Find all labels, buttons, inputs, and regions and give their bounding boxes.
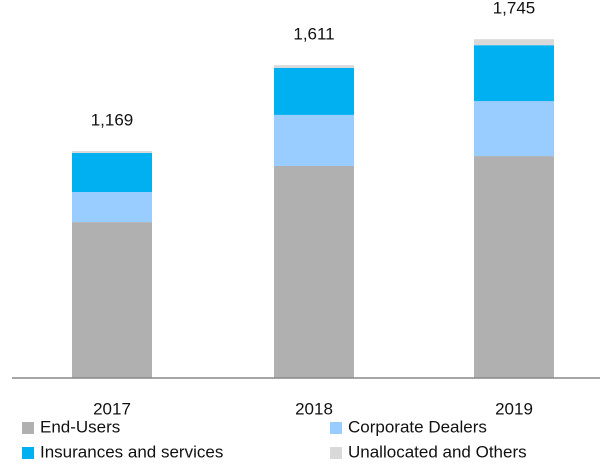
- legend-swatch: [330, 422, 342, 434]
- bar-segment: [274, 65, 354, 68]
- bar-segment: [72, 151, 152, 153]
- bar-segment: [274, 114, 354, 166]
- legend-label: Unallocated and Others: [348, 442, 527, 461]
- bar-segment: [274, 165, 354, 378]
- legend-swatch: [22, 447, 34, 459]
- total-label: 1,169: [91, 111, 134, 130]
- legend-label: End-Users: [40, 417, 120, 436]
- bar-segment: [474, 39, 554, 46]
- legend-label: Corporate Dealers: [348, 417, 487, 436]
- legend-swatch: [22, 422, 34, 434]
- total-label: 1,745: [493, 0, 536, 18]
- bar-segment: [72, 222, 152, 378]
- bar-segment: [274, 67, 354, 115]
- legend-label: Insurances and services: [40, 442, 223, 461]
- x-tick-label: 2017: [93, 399, 131, 418]
- bar-segment: [474, 156, 554, 378]
- bar-segment: [474, 45, 554, 102]
- bar-segment: [72, 152, 152, 192]
- total-label: 1,611: [293, 25, 334, 44]
- legend-swatch: [330, 447, 342, 459]
- bar-segment: [72, 191, 152, 223]
- x-tick-label: 2018: [295, 399, 333, 418]
- x-tick-label: 2019: [495, 399, 533, 418]
- bar-segment: [474, 101, 554, 157]
